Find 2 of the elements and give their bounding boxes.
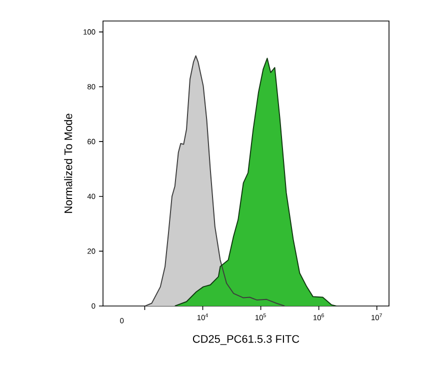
x-axis-title: CD25_PC61.5.3 FITC bbox=[192, 335, 300, 345]
y-axis-title: Normalized To Mode bbox=[64, 114, 72, 213]
